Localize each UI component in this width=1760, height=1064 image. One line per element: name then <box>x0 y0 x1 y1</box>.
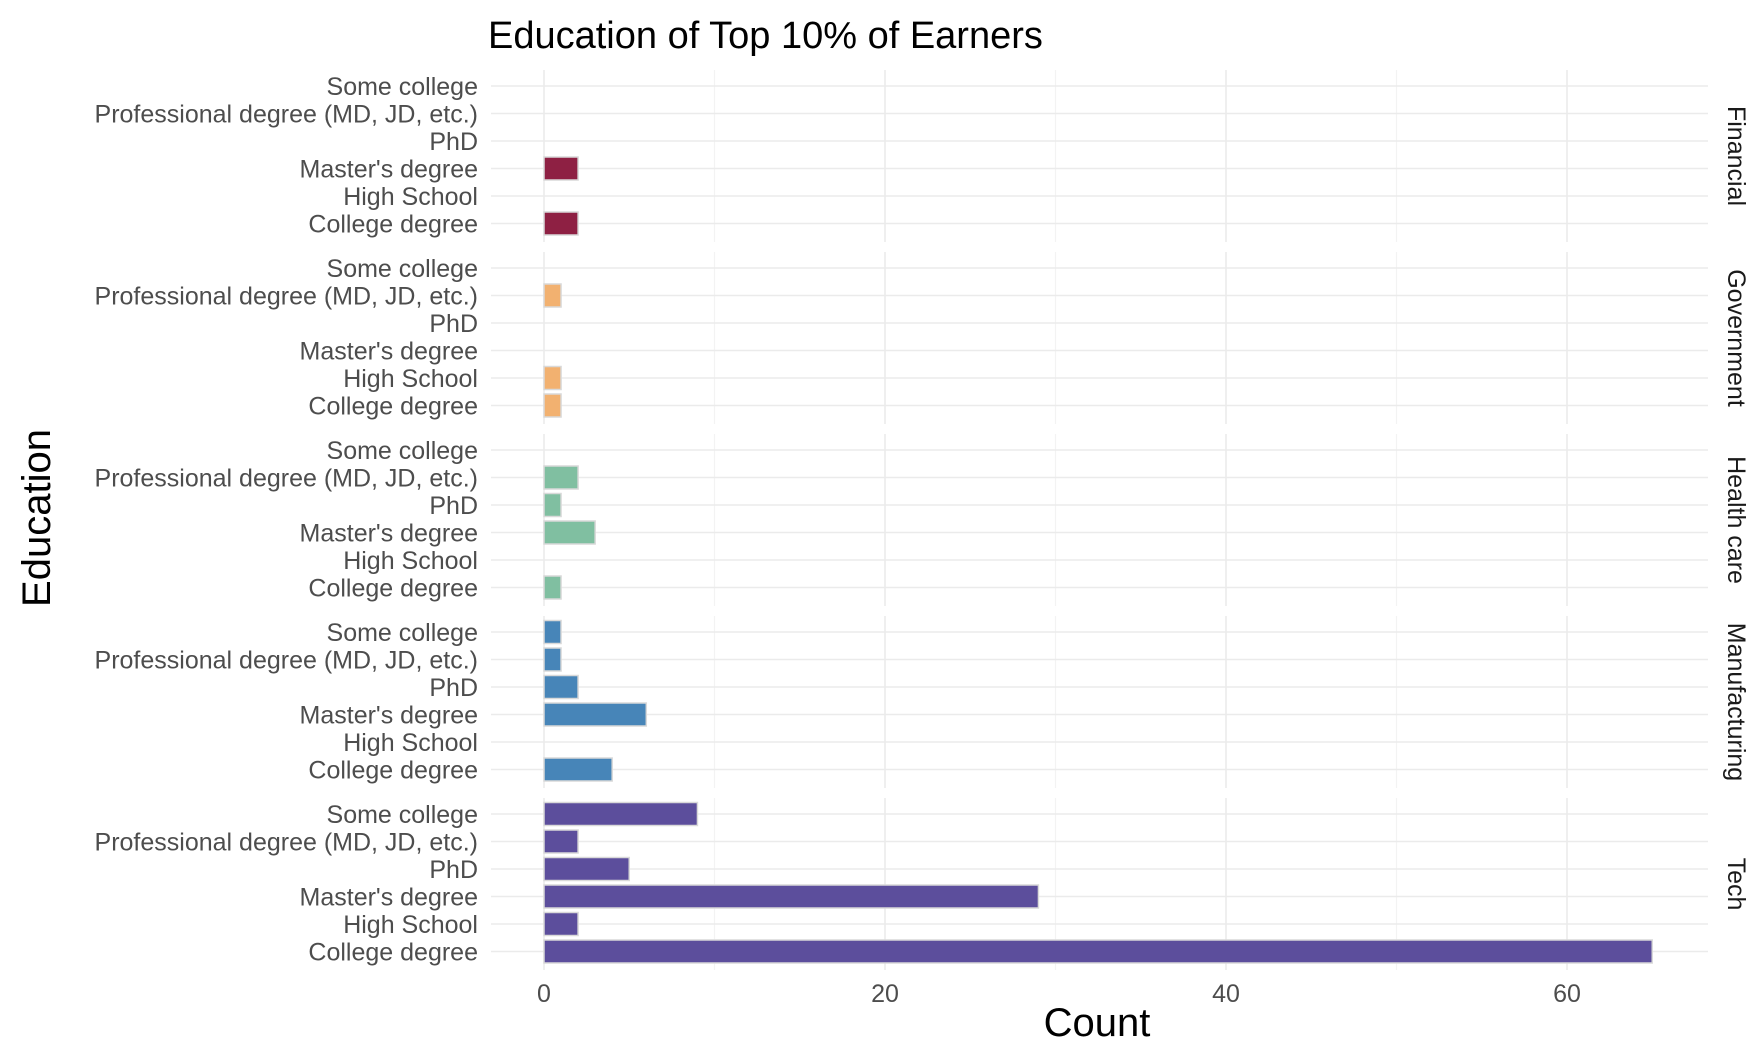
bar <box>543 492 562 518</box>
category-label: Some college <box>327 73 478 101</box>
bar <box>543 647 562 672</box>
bar <box>543 674 579 700</box>
bar <box>543 619 562 645</box>
category-label: College degree <box>308 757 478 785</box>
category-label: Some college <box>327 255 478 283</box>
category-label: PhD <box>429 492 478 520</box>
bar <box>543 829 579 854</box>
x-tick-label: 60 <box>1553 980 1581 1008</box>
category-label: College degree <box>308 393 478 421</box>
bar <box>543 575 562 600</box>
bar <box>543 156 579 181</box>
bar <box>543 757 613 782</box>
category-label: PhD <box>429 128 478 156</box>
bar <box>543 702 648 727</box>
category-label: High School <box>343 729 478 757</box>
bar <box>543 365 562 391</box>
category-label: Professional degree (MD, JD, etc.) <box>95 101 478 129</box>
chart-title: Education of Top 10% of Earners <box>488 15 1043 57</box>
category-label: College degree <box>308 211 478 239</box>
bar <box>543 520 596 545</box>
bar <box>543 283 562 308</box>
category-label: Professional degree (MD, JD, etc.) <box>95 647 478 675</box>
x-tick-label: 20 <box>871 980 899 1008</box>
category-label: College degree <box>308 939 478 967</box>
facet-strip-label: Manufacturing <box>1722 623 1750 781</box>
category-label: PhD <box>429 310 478 338</box>
category-label: Some college <box>327 801 478 829</box>
bar <box>543 211 579 236</box>
facet-strip-label: Financial <box>1722 106 1750 206</box>
bar <box>543 801 699 827</box>
category-label: High School <box>343 183 478 211</box>
bar <box>543 856 630 882</box>
facet-strip-label: Government <box>1722 269 1750 407</box>
bar <box>543 465 579 490</box>
category-label: High School <box>343 365 478 393</box>
x-tick-label: 0 <box>537 980 551 1008</box>
y-axis-title: Education <box>15 429 59 607</box>
bar <box>543 911 579 937</box>
bar <box>543 939 1653 964</box>
bar <box>543 393 562 418</box>
category-label: Professional degree (MD, JD, etc.) <box>95 829 478 857</box>
category-label: Master's degree <box>300 156 478 184</box>
category-label: Some college <box>327 437 478 465</box>
category-label: PhD <box>429 674 478 702</box>
facet-strip-label: Health care <box>1722 456 1750 584</box>
x-axis-title: Count <box>1044 1001 1151 1045</box>
category-label: PhD <box>429 856 478 884</box>
bar <box>543 884 1040 909</box>
category-label: Professional degree (MD, JD, etc.) <box>95 283 478 311</box>
category-label: Master's degree <box>300 884 478 912</box>
category-label: Master's degree <box>300 702 478 730</box>
x-tick-label: 40 <box>1212 980 1240 1008</box>
category-label: Some college <box>327 619 478 647</box>
category-label: High School <box>343 547 478 575</box>
facet-strip-label: Tech <box>1722 858 1750 911</box>
category-label: High School <box>343 911 478 939</box>
category-label: Master's degree <box>300 338 478 366</box>
category-label: College degree <box>308 575 478 603</box>
category-label: Professional degree (MD, JD, etc.) <box>95 465 478 493</box>
category-label: Master's degree <box>300 520 478 548</box>
